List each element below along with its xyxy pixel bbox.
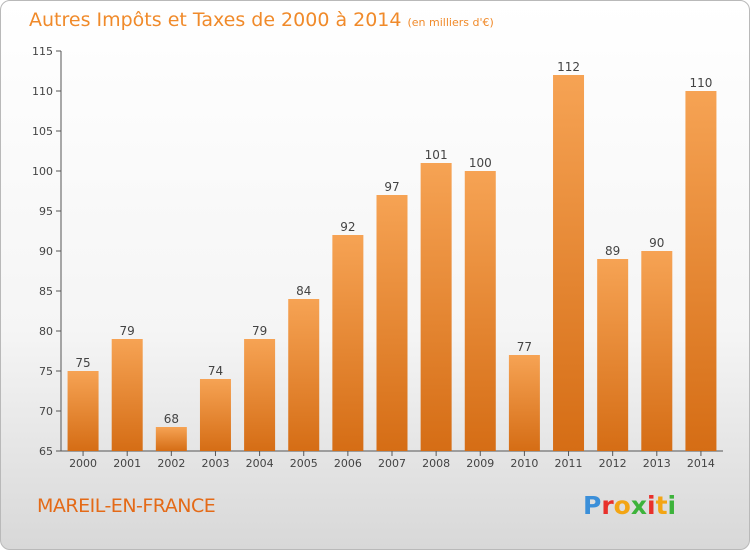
bar [597,259,629,451]
x-tick-label: 2009 [466,457,494,470]
x-tick-label: 2002 [157,457,185,470]
y-tick-label: 110 [32,85,53,98]
x-tick-label: 2000 [69,457,97,470]
x-tick-label: 2011 [555,457,583,470]
y-tick-label: 65 [39,445,53,458]
data-label: 89 [605,244,620,258]
logo-letter: r [601,491,614,520]
chart-title: Autres Impôts et Taxes de 2000 à 2014 (en… [29,9,494,31]
y-tick-label: 70 [39,405,53,418]
logo-letter: o [613,491,631,520]
chart-title-text: Autres Impôts et Taxes de 2000 à 2014 [29,9,402,31]
data-labels: 75 79 68 74 79 84 92 97 101 100 77 112 89 90 110 [75,60,712,426]
data-label: 92 [340,220,355,234]
bar [244,339,276,451]
y-tick-label: 100 [32,165,53,178]
logo-letter: i [667,491,677,520]
logo-letter: i [647,491,656,520]
data-label: 74 [208,364,223,378]
logo-letter: t [655,491,668,520]
data-label: 84 [296,284,311,298]
y-tick-label: 85 [39,285,53,298]
x-tick-label: 2013 [643,457,671,470]
y-tick-label: 80 [39,325,53,338]
bar [67,371,99,451]
data-label: 112 [557,60,580,74]
x-tick-label: 2005 [290,457,318,470]
y-tick-label: 105 [32,125,53,138]
proxiti-logo: Proxiti [583,491,676,520]
chart-subtitle: (en milliers d'€) [407,16,494,29]
data-label: 79 [120,324,135,338]
y-tick-label: 90 [39,245,53,258]
x-tick-label: 2010 [510,457,538,470]
x-tick-label: 2012 [599,457,627,470]
bar [641,251,673,451]
bar [332,235,364,451]
logo-letter: P [583,491,602,520]
data-label: 97 [384,180,399,194]
bar [288,299,320,451]
data-label: 110 [689,76,712,90]
bar [685,91,717,451]
bar [376,195,408,451]
x-tick-label: 2008 [422,457,450,470]
y-tick-label: 115 [32,45,53,58]
town-name: MAREIL-EN-FRANCE [37,495,216,517]
y-tick-label: 95 [39,205,53,218]
data-label: 75 [75,356,90,370]
data-label: 77 [517,340,532,354]
x-tick-label: 2001 [113,457,141,470]
bar [553,75,585,451]
data-label: 90 [649,236,664,250]
bars [67,75,717,451]
bar [464,171,496,451]
x-tick-label: 2014 [687,457,715,470]
x-tick-label: 2003 [201,457,229,470]
y-tick-label: 75 [39,365,53,378]
x-tick-label: 2007 [378,457,406,470]
bar [111,339,143,451]
bar [420,163,452,451]
data-label: 79 [252,324,267,338]
data-label: 101 [425,148,448,162]
data-label: 100 [469,156,492,170]
logo-letter: x [630,491,647,520]
bar [508,355,540,451]
x-tick-label: 2006 [334,457,362,470]
data-label: 68 [164,412,179,426]
x-tick-label: 2004 [246,457,274,470]
bar [155,427,187,451]
bar [199,379,231,451]
